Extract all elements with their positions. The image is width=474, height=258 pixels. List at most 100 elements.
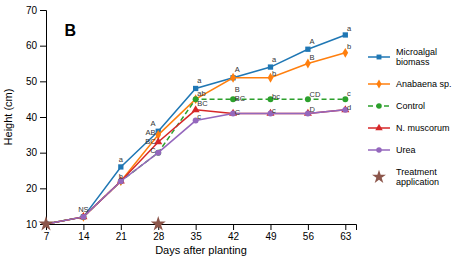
annotation: b [347,42,351,51]
tick: 63 [340,224,352,242]
series [46,48,348,224]
legend-label: Control [396,101,425,111]
tick-label: 40 [26,112,38,123]
marker [155,150,161,156]
panel-label: B [65,22,77,39]
annotation: c [272,106,276,115]
tick: 42 [228,224,240,242]
annotation: A [310,37,315,46]
marker [38,216,53,230]
series [46,105,349,224]
tick-label: 56 [303,231,315,242]
tick-mark [308,224,309,230]
series [46,32,348,224]
annotation: A [235,65,240,74]
tick-mark [83,224,84,230]
tick-label: 50 [26,76,38,87]
chart: 7 14 21 28 35 42 49 56 63 10 20 30 40 50 60 70 Days afte… [0,0,474,258]
marker [305,47,310,52]
tick-mark [345,224,346,230]
legend-item: N. muscorum [368,123,450,133]
marker [155,150,161,156]
tick-mark [40,10,46,11]
tick-mark [40,188,46,189]
legend-label: N. muscorum [396,123,450,133]
tick-label: 14 [78,231,90,242]
tick: 70 [26,5,46,16]
marker [81,214,86,219]
annotation: D [310,105,316,114]
annotation: NS [78,205,88,214]
annotation: b [119,172,123,181]
tick: 40 [26,112,46,123]
legend-symbol [377,55,382,60]
tick-label: 21 [116,231,128,242]
annotation: CD [310,90,321,99]
annotation: c [197,112,201,121]
tick-label: 35 [191,231,203,242]
line [46,99,345,224]
tick: 49 [265,224,277,242]
markers-overlay [38,216,165,230]
annotation: ab [197,89,205,98]
line [46,110,345,224]
y-axis-title: Height (cm) [2,89,14,146]
legend-label-line: Urea [396,145,416,155]
tick: 21 [116,224,128,242]
tick-label: 28 [153,231,165,242]
legend: Microalgalbiomass Anabaena sp. Control N. m… [368,47,452,187]
x-axis: 7 14 21 28 35 42 49 56 63 [44,224,357,242]
annotation: b [272,69,276,78]
legend-item: Control [368,101,425,111]
annotation: a [272,55,277,64]
plot-area [46,32,349,224]
legend-symbol [372,170,386,183]
marker [118,164,123,169]
marker [80,214,86,220]
annotation: B [235,85,240,94]
legend-label: Treatmentapplication [396,167,439,187]
y-axis: 10 20 30 40 50 60 70 [26,5,47,230]
legend-label-line: N. muscorum [396,123,450,133]
tick-mark [40,81,46,82]
legend-label: Urea [396,145,416,155]
annotation: B [310,53,315,62]
legend-label: Anabaena sp. [396,79,452,89]
tick-mark [40,117,46,118]
legend-item: Urea [368,145,416,155]
tick: 35 [191,224,203,242]
x-axis-title: Days after planting [155,244,247,256]
line [46,35,345,224]
legend-label-line: Anabaena sp. [396,79,452,89]
legend-item: Treatmentapplication [372,167,439,187]
tick-label: 20 [26,183,38,194]
tick: 50 [26,76,46,87]
legend-item: Microalgalbiomass [368,47,437,67]
tick-mark [40,46,46,47]
legend-label: Microalgalbiomass [396,47,437,67]
tick: 60 [26,40,46,51]
series [46,96,348,224]
annotation: c [347,89,351,98]
tick-label: 30 [26,147,38,158]
tick: 20 [26,183,46,194]
tick-label: 7 [44,231,50,242]
tick-mark [270,224,271,230]
annotation: BC [145,137,156,146]
annotation: a [197,76,202,85]
tick-label: 70 [26,5,38,16]
tick-label: 10 [26,219,38,230]
marker [151,216,166,230]
legend-item: Anabaena sp. [368,79,452,89]
tick: 30 [26,147,46,158]
tick-mark [196,224,197,230]
legend-label-line: biomass [396,57,430,67]
line [46,110,345,224]
axis-line [47,225,357,231]
line [46,53,345,224]
annotation: AB [146,128,156,137]
tick-mark [233,224,234,230]
annotation: BC [235,94,246,103]
tick-label: 42 [228,231,240,242]
axis-line [40,11,47,225]
